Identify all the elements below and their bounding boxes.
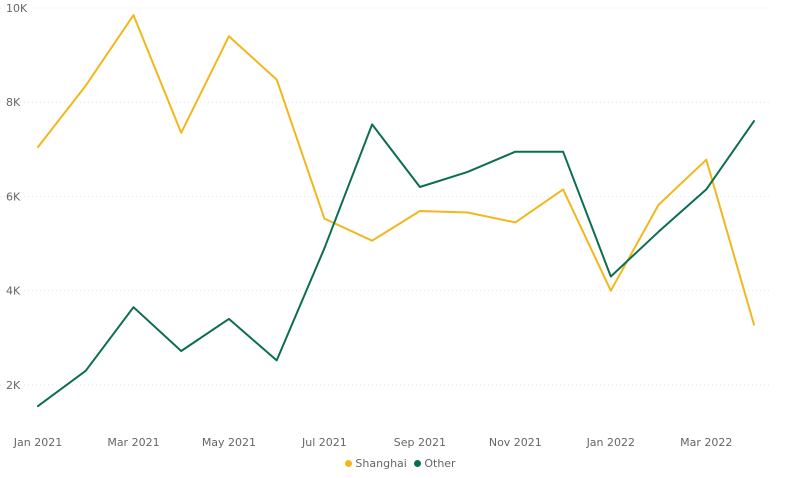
y-axis-ticks: 2K 4K 6K 8K 10K <box>6 2 28 392</box>
x-tick-label: Jul 2021 <box>301 436 347 449</box>
x-tick-label: May 2021 <box>202 436 256 449</box>
legend-label: Shanghai <box>355 457 407 470</box>
y-tick-label: 8K <box>6 96 21 109</box>
x-tick-label: Jan 2021 <box>13 436 62 449</box>
legend-item-shanghai[interactable]: Shanghai <box>345 457 407 470</box>
x-tick-label: Nov 2021 <box>489 436 542 449</box>
x-tick-label: Mar 2022 <box>680 436 732 449</box>
x-tick-label: Sep 2021 <box>394 436 446 449</box>
legend-marker-icon <box>414 460 422 467</box>
legend-item-other[interactable]: Other <box>414 457 456 470</box>
gridlines <box>0 7 770 386</box>
series-lines <box>37 14 755 408</box>
y-tick-label: 10K <box>6 2 28 15</box>
y-tick-label: 2K <box>6 379 21 392</box>
legend: Shanghai Other <box>0 457 801 470</box>
y-tick-label: 6K <box>6 190 21 203</box>
legend-marker-icon <box>345 460 353 467</box>
y-tick-label: 4K <box>6 285 21 298</box>
x-axis-ticks: Jan 2021 Mar 2021 May 2021 Jul 2021 Sep 2021… <box>13 436 733 449</box>
series-line-shanghai[interactable] <box>37 14 755 326</box>
series-line-other[interactable] <box>37 120 755 408</box>
legend-label: Other <box>424 457 456 470</box>
x-tick-label: Mar 2021 <box>107 436 159 449</box>
x-tick-label: Jan 2022 <box>586 436 635 449</box>
